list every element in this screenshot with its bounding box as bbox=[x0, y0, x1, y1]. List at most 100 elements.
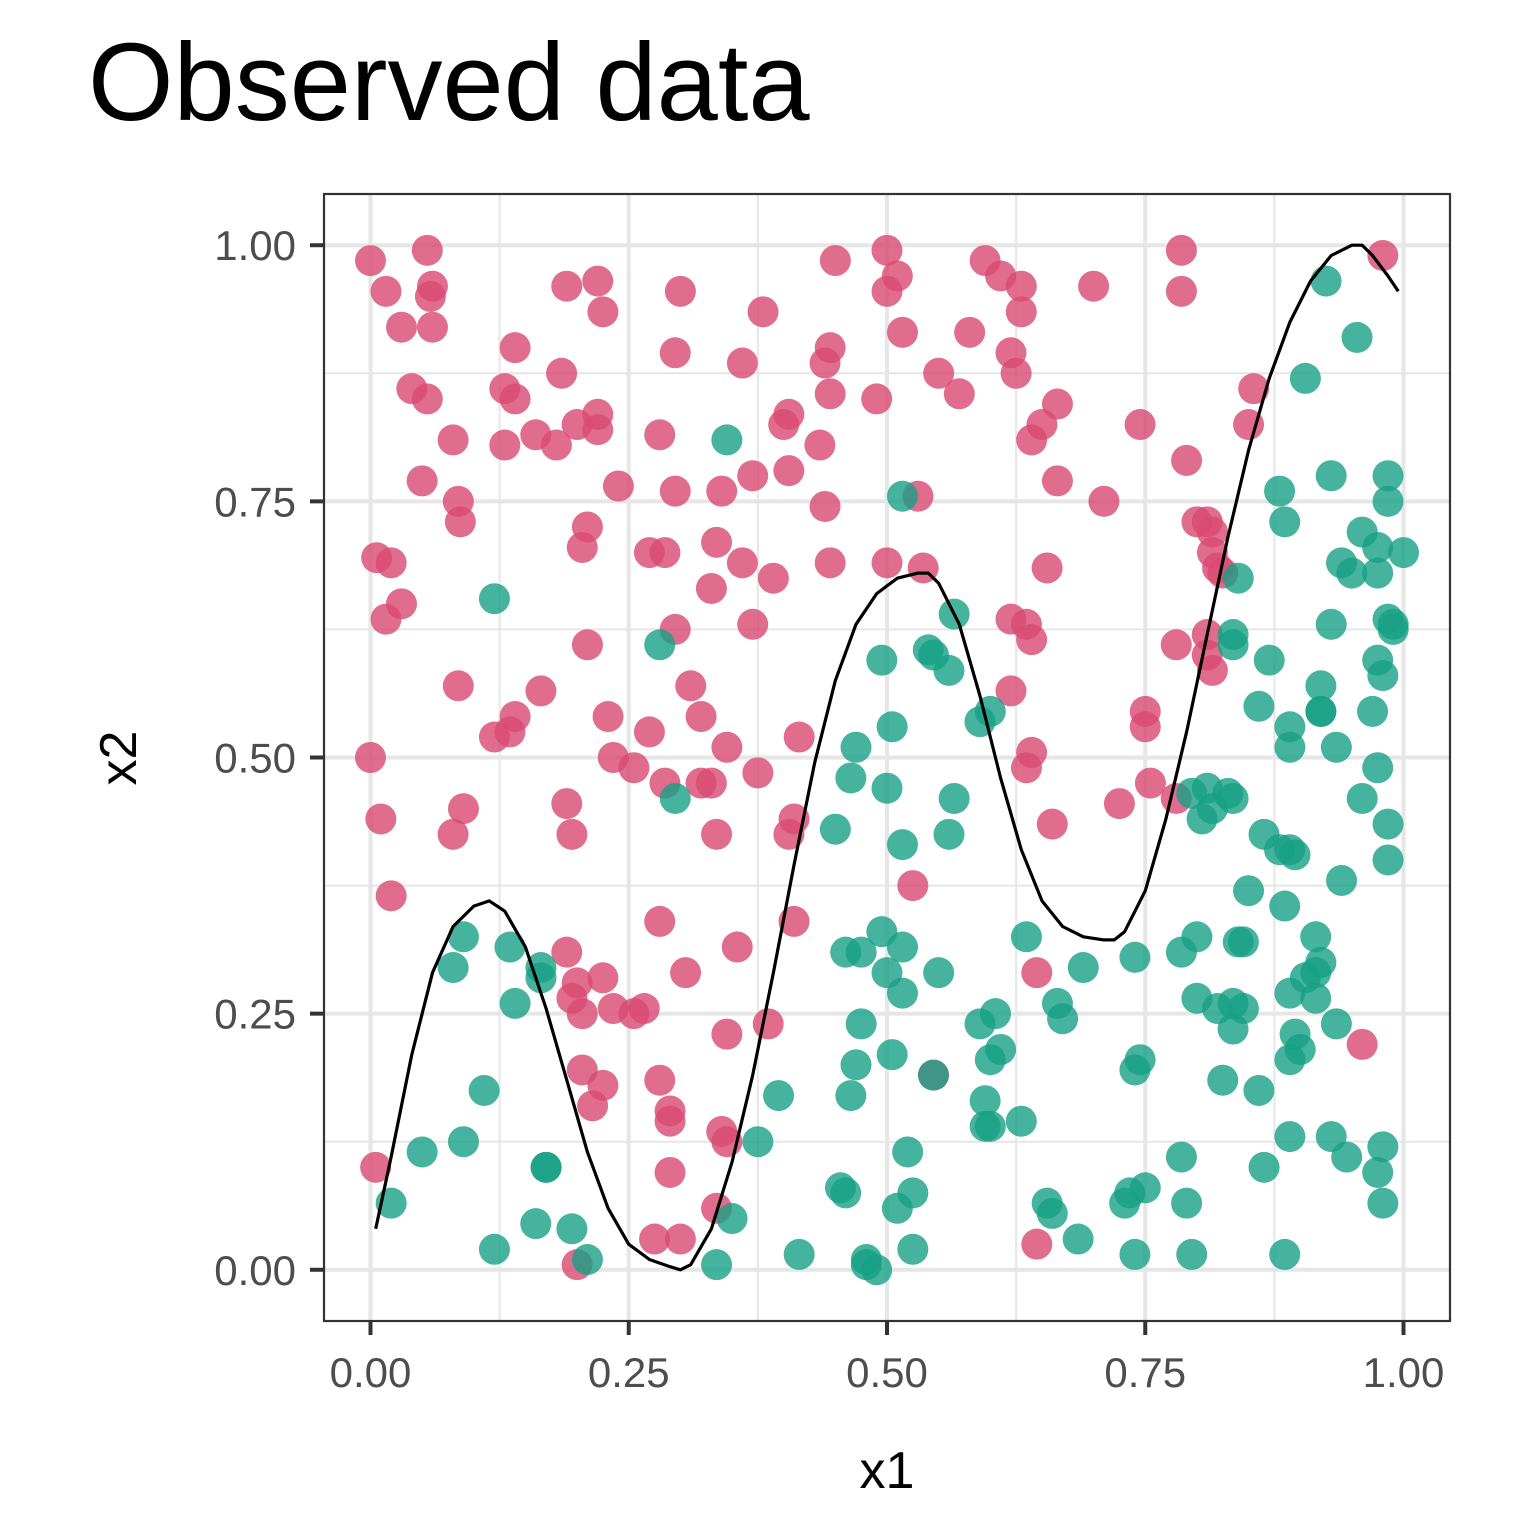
pink-point bbox=[628, 993, 660, 1025]
teal-point bbox=[1171, 1187, 1203, 1219]
teal-point bbox=[1320, 1008, 1352, 1040]
teal-point bbox=[1367, 1187, 1399, 1219]
pink-point bbox=[804, 429, 836, 461]
teal-point bbox=[478, 583, 510, 615]
x-tick-label: 0.25 bbox=[588, 1349, 670, 1396]
teal-point bbox=[1341, 321, 1373, 353]
pink-point bbox=[706, 475, 738, 507]
teal-point bbox=[1326, 864, 1358, 896]
teal-point bbox=[1129, 1172, 1161, 1204]
pink-point bbox=[943, 378, 975, 410]
pink-point bbox=[416, 311, 448, 343]
teal-point bbox=[1005, 1105, 1037, 1137]
teal-point bbox=[876, 1039, 908, 1071]
teal-point bbox=[1346, 782, 1378, 814]
pink-point bbox=[1165, 275, 1197, 307]
teal-point bbox=[1284, 1033, 1316, 1065]
pink-point bbox=[592, 701, 624, 733]
pink-point bbox=[478, 721, 510, 753]
pink-point bbox=[571, 629, 603, 661]
pink-point bbox=[664, 275, 696, 307]
pink-point bbox=[1233, 409, 1265, 441]
y-tick-label: 0.00 bbox=[214, 1247, 296, 1294]
teal-point bbox=[1310, 265, 1342, 297]
pink-point bbox=[773, 455, 805, 487]
pink-point bbox=[737, 608, 769, 640]
pink-point bbox=[587, 962, 619, 994]
pink-point bbox=[649, 537, 681, 569]
pink-point bbox=[1000, 357, 1032, 389]
pink-point bbox=[1005, 270, 1037, 302]
pink-point bbox=[556, 818, 588, 850]
pink-point bbox=[406, 465, 438, 497]
teal-point bbox=[1372, 844, 1404, 876]
pink-point bbox=[861, 383, 893, 415]
pink-point bbox=[675, 670, 707, 702]
teal-point bbox=[1067, 952, 1099, 984]
chart-title: Observed data bbox=[88, 21, 810, 144]
pink-point bbox=[551, 270, 583, 302]
teal-point bbox=[1377, 613, 1409, 645]
pink-point bbox=[654, 1156, 686, 1188]
teal-point bbox=[845, 936, 877, 968]
pink-point bbox=[995, 675, 1027, 707]
y-tick-label: 1.00 bbox=[214, 222, 296, 269]
pink-point bbox=[659, 475, 691, 507]
pink-point bbox=[664, 1223, 696, 1255]
pink-point bbox=[577, 1090, 609, 1122]
pink-point bbox=[587, 296, 619, 328]
teal-point bbox=[933, 654, 965, 686]
teal-point bbox=[1388, 537, 1420, 569]
pink-point bbox=[773, 818, 805, 850]
teal-point bbox=[1274, 731, 1306, 763]
teal-point bbox=[897, 1233, 929, 1265]
teal-point bbox=[1279, 839, 1311, 871]
pink-point bbox=[551, 788, 583, 820]
teal-point bbox=[499, 987, 531, 1019]
pink-point bbox=[1238, 373, 1270, 405]
teal-point bbox=[520, 1208, 552, 1240]
pink-point bbox=[726, 547, 758, 579]
teal-point bbox=[969, 1085, 1001, 1117]
pink-point bbox=[644, 419, 676, 451]
pink-point bbox=[447, 793, 479, 825]
teal-point bbox=[1047, 1003, 1079, 1035]
teal-point bbox=[1119, 941, 1151, 973]
teal-point bbox=[1124, 1044, 1156, 1076]
teal-point bbox=[1233, 875, 1265, 907]
teal-point bbox=[1372, 460, 1404, 492]
pink-point bbox=[354, 742, 386, 773]
pink-point bbox=[1036, 808, 1068, 840]
teal-point bbox=[1362, 557, 1394, 589]
pink-point bbox=[1171, 444, 1203, 476]
teal-point bbox=[892, 1136, 924, 1168]
pink-point bbox=[540, 429, 572, 461]
y-axis-title: x2 bbox=[90, 731, 148, 786]
teal-point bbox=[1331, 1141, 1363, 1173]
decision-curve-layer bbox=[374, 243, 1400, 1272]
pink-point bbox=[814, 547, 846, 579]
pink-point bbox=[757, 562, 789, 594]
teal-point bbox=[1264, 475, 1296, 507]
pink-point bbox=[721, 931, 753, 963]
teal-point bbox=[923, 957, 955, 989]
teal-point bbox=[840, 1049, 872, 1081]
teal-point bbox=[556, 1213, 588, 1245]
y-tick-label: 0.25 bbox=[214, 991, 296, 1038]
teal-point bbox=[1362, 531, 1394, 563]
decision-boundary-curve bbox=[374, 243, 1400, 1272]
teal-point bbox=[1248, 1151, 1280, 1183]
teal-point bbox=[1010, 921, 1042, 953]
pink-point bbox=[437, 818, 469, 850]
pink-point bbox=[659, 337, 691, 369]
pink-point bbox=[582, 414, 614, 446]
pink-point bbox=[670, 957, 702, 989]
pink-point bbox=[1016, 624, 1048, 656]
pink-point bbox=[737, 460, 769, 492]
teal-point bbox=[974, 1110, 1006, 1142]
teal-point bbox=[571, 1244, 603, 1276]
teal-point bbox=[897, 1177, 929, 1209]
pink-point bbox=[871, 547, 903, 579]
pink-point bbox=[752, 1008, 784, 1040]
